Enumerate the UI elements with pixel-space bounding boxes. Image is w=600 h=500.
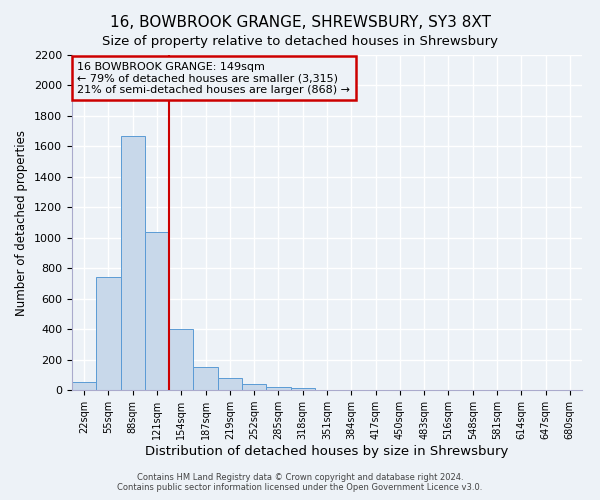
Bar <box>193 368 218 390</box>
Bar <box>169 329 193 390</box>
Bar <box>96 276 121 390</box>
Text: Contains HM Land Registry data © Crown copyright and database right 2024.
Contai: Contains HM Land Registry data © Crown c… <box>118 473 482 492</box>
Bar <box>218 378 242 390</box>
Bar <box>290 388 315 390</box>
Text: 16 BOWBROOK GRANGE: 149sqm
← 79% of detached houses are smaller (3,315)
21% of s: 16 BOWBROOK GRANGE: 149sqm ← 79% of deta… <box>77 62 350 95</box>
X-axis label: Distribution of detached houses by size in Shrewsbury: Distribution of detached houses by size … <box>145 445 509 458</box>
Bar <box>266 386 290 390</box>
Bar <box>145 232 169 390</box>
Text: 16, BOWBROOK GRANGE, SHREWSBURY, SY3 8XT: 16, BOWBROOK GRANGE, SHREWSBURY, SY3 8XT <box>110 15 491 30</box>
Bar <box>72 382 96 390</box>
Text: Size of property relative to detached houses in Shrewsbury: Size of property relative to detached ho… <box>102 35 498 48</box>
Bar <box>121 136 145 390</box>
Y-axis label: Number of detached properties: Number of detached properties <box>16 130 28 316</box>
Bar <box>242 384 266 390</box>
